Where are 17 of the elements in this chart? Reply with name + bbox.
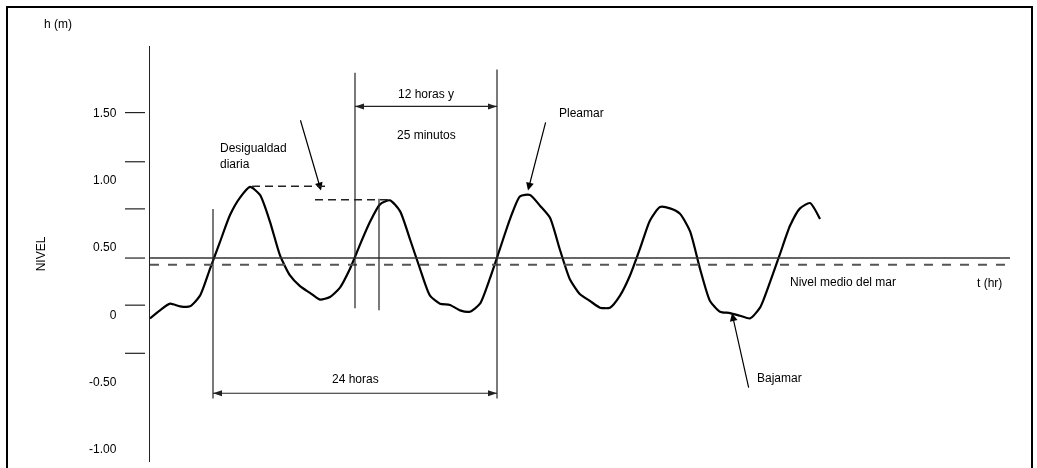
annotation: Bajamar [757,371,802,385]
y-tick-label: -1.00 [89,441,117,456]
annotation: Pleamar [559,106,604,120]
annotation: Desigualdad diaria [220,141,287,171]
annotation: 25 minutos [397,128,456,142]
y-axis-title: NIVEL [34,236,49,272]
line-series [150,185,822,320]
y-tick-label: -0.50 [89,374,117,389]
ref-line-label: Nivel medio del mar [790,275,897,289]
annotation: 12 horas y [398,87,455,101]
text: t (hr) [977,276,1003,290]
y-tick-label: 1.50 [93,106,117,121]
y-tick-label: 0.50 [93,240,117,255]
annotation: 24 horas [332,372,379,386]
y-tick-label: 0 [109,307,117,322]
text: h (m) [44,17,72,31]
y-tick-label: 1.00 [93,173,117,188]
